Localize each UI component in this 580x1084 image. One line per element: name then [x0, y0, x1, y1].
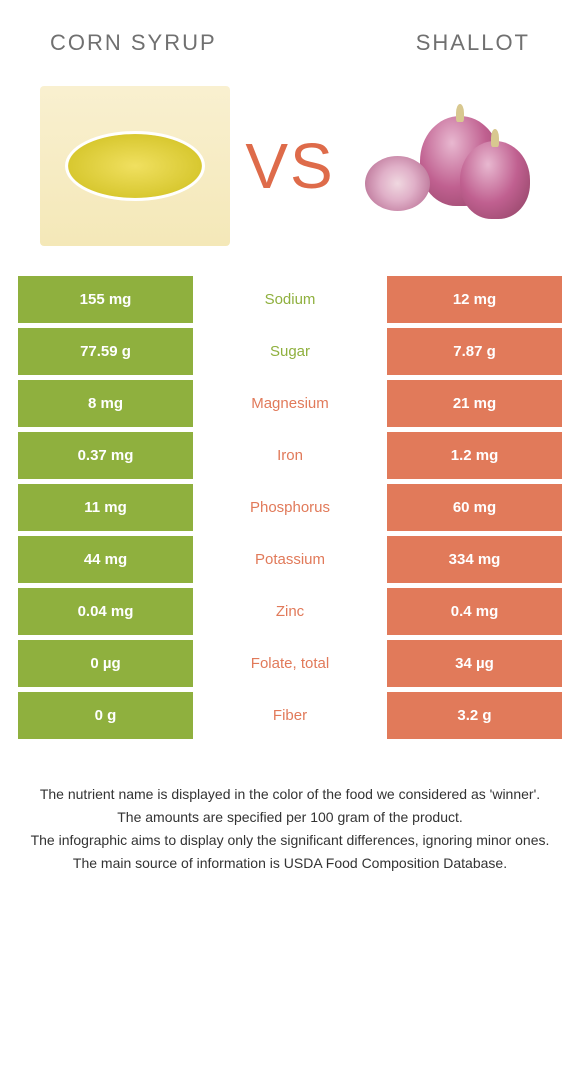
right-food-title: Shallot — [416, 30, 530, 56]
table-row: 77.59 g Sugar 7.87 g — [18, 328, 562, 375]
vs-label: VS — [245, 129, 334, 203]
right-value: 34 µg — [387, 640, 562, 687]
nutrient-label: Sugar — [193, 328, 387, 375]
nutrient-table: 155 mg Sodium 12 mg 77.59 g Sugar 7.87 g… — [0, 276, 580, 739]
footer-line: The infographic aims to display only the… — [20, 830, 560, 851]
left-value: 0 g — [18, 692, 193, 739]
left-food-title: Corn syrup — [50, 30, 217, 56]
left-value: 0 µg — [18, 640, 193, 687]
table-row: 11 mg Phosphorus 60 mg — [18, 484, 562, 531]
shallot-image — [350, 86, 540, 246]
table-row: 0 µg Folate, total 34 µg — [18, 640, 562, 687]
left-value: 8 mg — [18, 380, 193, 427]
footer-line: The amounts are specified per 100 gram o… — [20, 807, 560, 828]
table-row: 155 mg Sodium 12 mg — [18, 276, 562, 323]
right-value: 3.2 g — [387, 692, 562, 739]
shallot-icon — [460, 141, 530, 219]
left-value: 155 mg — [18, 276, 193, 323]
nutrient-label: Zinc — [193, 588, 387, 635]
nutrient-label: Folate, total — [193, 640, 387, 687]
images-row: VS — [0, 76, 580, 276]
table-row: 0.04 mg Zinc 0.4 mg — [18, 588, 562, 635]
nutrient-label: Iron — [193, 432, 387, 479]
right-value: 0.4 mg — [387, 588, 562, 635]
footer-line: The main source of information is USDA F… — [20, 853, 560, 874]
nutrient-label: Phosphorus — [193, 484, 387, 531]
table-row: 44 mg Potassium 334 mg — [18, 536, 562, 583]
header-row: Corn syrup Shallot — [0, 0, 580, 76]
left-value: 44 mg — [18, 536, 193, 583]
nutrient-label: Potassium — [193, 536, 387, 583]
left-value: 0.37 mg — [18, 432, 193, 479]
right-value: 21 mg — [387, 380, 562, 427]
right-value: 7.87 g — [387, 328, 562, 375]
left-value: 0.04 mg — [18, 588, 193, 635]
nutrient-label: Fiber — [193, 692, 387, 739]
syrup-bowl-icon — [65, 131, 205, 201]
table-row: 8 mg Magnesium 21 mg — [18, 380, 562, 427]
right-value: 60 mg — [387, 484, 562, 531]
nutrient-label: Sodium — [193, 276, 387, 323]
right-value: 12 mg — [387, 276, 562, 323]
right-value: 1.2 mg — [387, 432, 562, 479]
footer-line: The nutrient name is displayed in the co… — [20, 784, 560, 805]
nutrient-label: Magnesium — [193, 380, 387, 427]
left-value: 11 mg — [18, 484, 193, 531]
right-value: 334 mg — [387, 536, 562, 583]
footer-notes: The nutrient name is displayed in the co… — [0, 744, 580, 874]
left-value: 77.59 g — [18, 328, 193, 375]
comparison-infographic: Corn syrup Shallot VS 155 mg Sodium 12 m… — [0, 0, 580, 1084]
table-row: 0.37 mg Iron 1.2 mg — [18, 432, 562, 479]
corn-syrup-image — [40, 86, 230, 246]
shallot-slice-icon — [365, 156, 430, 211]
table-row: 0 g Fiber 3.2 g — [18, 692, 562, 739]
